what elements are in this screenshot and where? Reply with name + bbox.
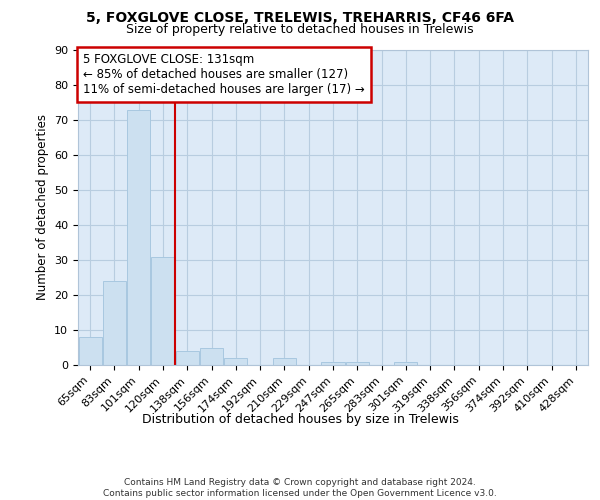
Bar: [273, 358, 296, 365]
Text: Size of property relative to detached houses in Trelewis: Size of property relative to detached ho…: [126, 22, 474, 36]
Text: Distribution of detached houses by size in Trelewis: Distribution of detached houses by size …: [142, 412, 458, 426]
Text: 5, FOXGLOVE CLOSE, TRELEWIS, TREHARRIS, CF46 6FA: 5, FOXGLOVE CLOSE, TRELEWIS, TREHARRIS, …: [86, 11, 514, 25]
Y-axis label: Number of detached properties: Number of detached properties: [35, 114, 49, 300]
Bar: [224, 358, 247, 365]
Bar: [151, 256, 175, 365]
Bar: [103, 281, 126, 365]
Text: Contains HM Land Registry data © Crown copyright and database right 2024.
Contai: Contains HM Land Registry data © Crown c…: [103, 478, 497, 498]
Bar: [200, 348, 223, 365]
Bar: [394, 362, 418, 365]
Bar: [127, 110, 150, 365]
Bar: [79, 337, 101, 365]
Bar: [176, 351, 199, 365]
Bar: [346, 362, 369, 365]
Text: 5 FOXGLOVE CLOSE: 131sqm
← 85% of detached houses are smaller (127)
11% of semi-: 5 FOXGLOVE CLOSE: 131sqm ← 85% of detach…: [83, 53, 365, 96]
Bar: [322, 362, 344, 365]
